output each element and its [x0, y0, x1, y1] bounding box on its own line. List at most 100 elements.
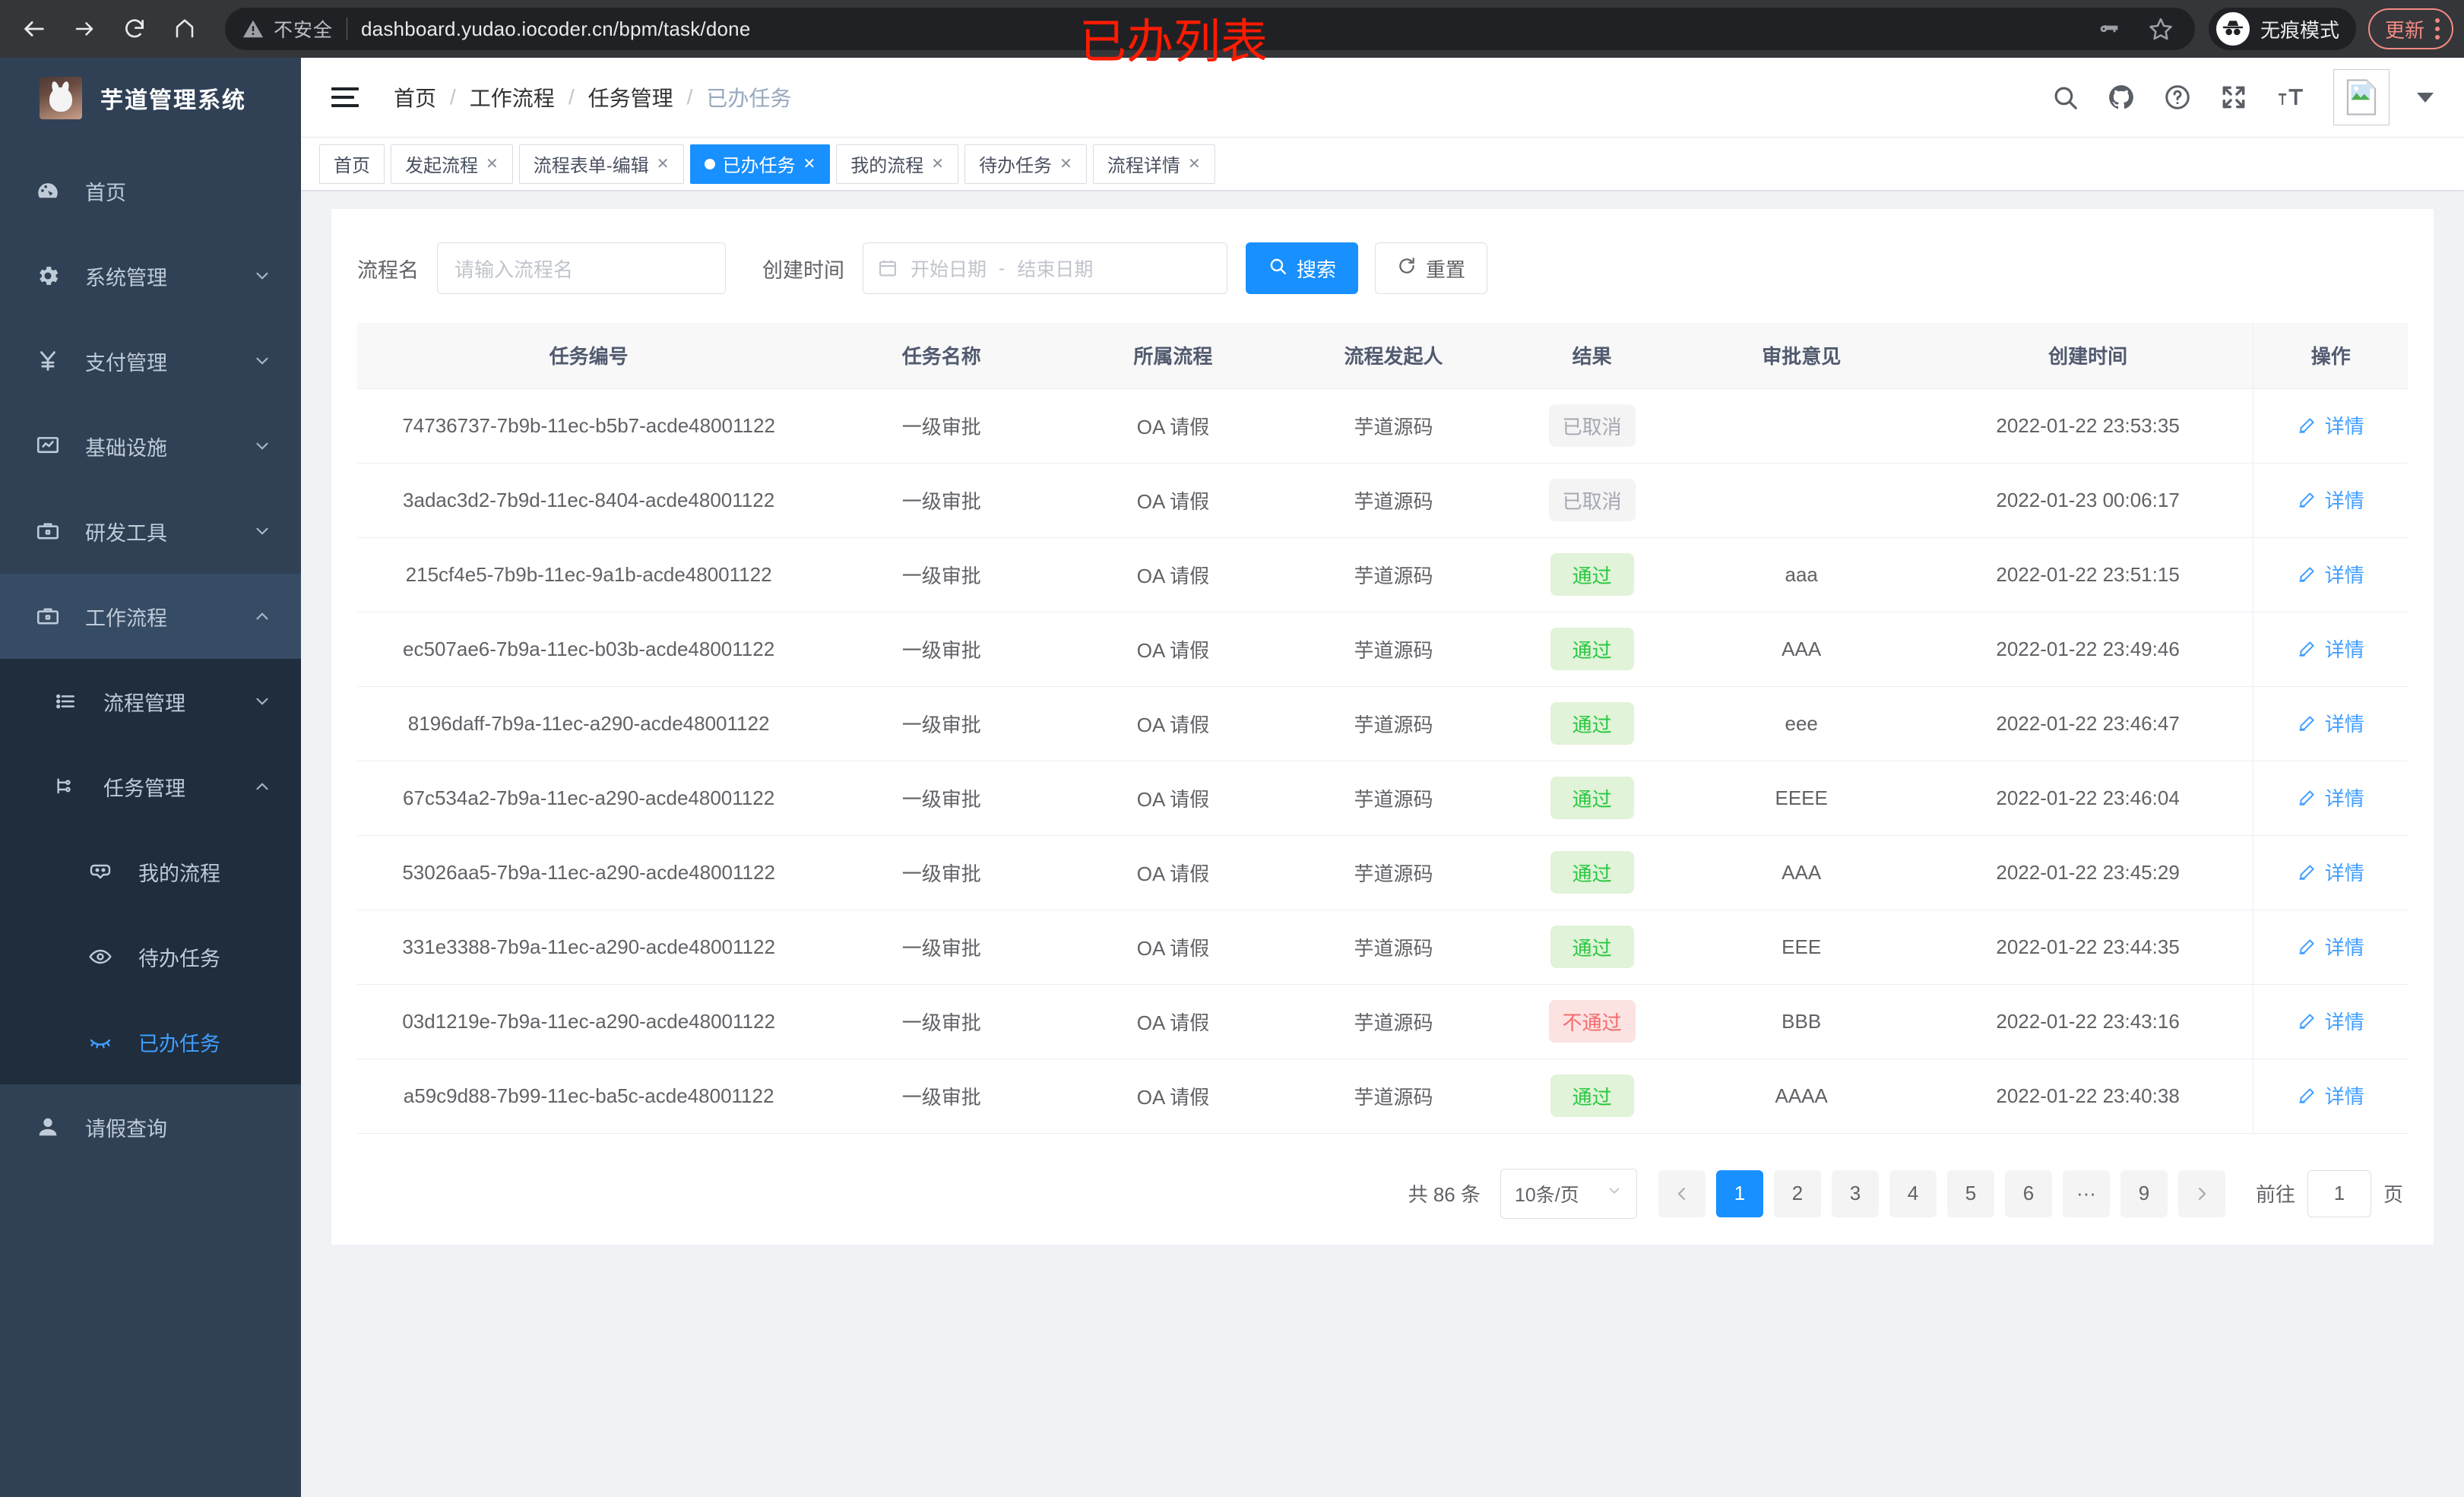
pagination-page-button[interactable]: 3: [1831, 1169, 1879, 1217]
sidebar-item-system[interactable]: 系统管理: [0, 233, 301, 318]
sidebar-item-devtools[interactable]: 研发工具: [0, 489, 301, 574]
chevron-down-icon[interactable]: [2417, 92, 2434, 103]
chevron-up-icon: [252, 777, 272, 796]
font-size-icon[interactable]: [2276, 82, 2306, 112]
pencil-icon: [2298, 638, 2317, 658]
update-button[interactable]: 更新: [2367, 8, 2453, 49]
tab-my-process[interactable]: 我的流程 ✕: [836, 144, 959, 184]
home-icon: [176, 19, 194, 38]
cell-result: 通过: [1503, 537, 1680, 612]
detail-link[interactable]: 详情: [2298, 709, 2364, 737]
tab-start-process[interactable]: 发起流程 ✕: [391, 144, 513, 184]
close-icon[interactable]: ✕: [803, 155, 816, 172]
detail-link[interactable]: 详情: [2298, 783, 2364, 812]
detail-link[interactable]: 详情: [2298, 932, 2364, 961]
column-header-action: 操作: [2253, 323, 2408, 389]
reload-button[interactable]: [111, 5, 158, 52]
sidebar-item-workflow[interactable]: 工作流程: [0, 574, 301, 659]
sidebar-item-infrastructure[interactable]: 基础设施: [0, 404, 301, 489]
pagination-page-button[interactable]: 5: [1946, 1169, 1994, 1217]
tab-process-detail[interactable]: 流程详情 ✕: [1092, 144, 1215, 184]
pagination-page-button[interactable]: 6: [2004, 1169, 2052, 1217]
jump-page-input[interactable]: 1: [2307, 1169, 2371, 1217]
incognito-indicator[interactable]: 无痕模式: [2208, 8, 2356, 50]
detail-link[interactable]: 详情: [2298, 1007, 2364, 1035]
github-icon[interactable]: [2107, 83, 2136, 112]
sidebar-item-task-management[interactable]: 任务管理: [0, 744, 301, 829]
pagination-ellipsis[interactable]: ···: [2062, 1169, 2110, 1217]
tab-process-form-edit[interactable]: 流程表单-编辑 ✕: [518, 144, 684, 184]
avatar[interactable]: [2333, 69, 2390, 125]
help-icon[interactable]: [2163, 83, 2192, 112]
sidebar-item-label: 首页: [85, 181, 126, 204]
detail-link-label: 详情: [2324, 786, 2364, 810]
detail-link[interactable]: 详情: [2298, 486, 2364, 514]
column-header-task-name: 任务名称: [820, 323, 1063, 389]
cell-task-id: 03d1219e-7b9a-11ec-a290-acde48001122: [357, 984, 821, 1059]
page-size-select[interactable]: 10条/页: [1500, 1168, 1637, 1219]
detail-link[interactable]: 详情: [2298, 635, 2364, 663]
forward-button[interactable]: [61, 5, 108, 52]
pagination-prev-button[interactable]: [1658, 1169, 1705, 1217]
password-key-icon[interactable]: [2096, 16, 2122, 42]
breadcrumb-item[interactable]: 任务管理: [587, 87, 673, 110]
table-row: 74736737-7b9b-11ec-b5b7-acde48001122 一级审批…: [357, 388, 2408, 464]
search-button[interactable]: 搜索: [1246, 242, 1359, 294]
breadcrumb-item[interactable]: 首页: [394, 87, 437, 110]
address-bar[interactable]: 不安全 dashboard.yudao.iocoder.cn/bpm/task/…: [225, 8, 2195, 50]
detail-link-label: 详情: [2324, 861, 2364, 885]
cell-task-name: 一级审批: [820, 761, 1063, 836]
sidebar-item-done-task[interactable]: 已办任务: [0, 999, 301, 1084]
sidebar-item-payment[interactable]: 支付管理: [0, 318, 301, 404]
chevron-down-icon: [252, 692, 272, 711]
sidebar-item-my-process[interactable]: 我的流程: [0, 829, 301, 914]
back-button[interactable]: [11, 5, 58, 52]
pagination-page-button[interactable]: 1: [1715, 1169, 1763, 1217]
detail-link[interactable]: 详情: [2298, 411, 2364, 439]
process-name-input[interactable]: 请输入流程名: [437, 242, 726, 294]
status-badge: 已取消: [1548, 479, 1636, 521]
detail-link[interactable]: 详情: [2298, 858, 2364, 886]
calendar-icon: [877, 258, 898, 279]
arrow-left-icon: [24, 21, 44, 36]
close-icon[interactable]: ✕: [1187, 155, 1201, 172]
sidebar-item-process-management[interactable]: 流程管理: [0, 659, 301, 744]
sidebar-toggle-icon[interactable]: [331, 81, 363, 113]
breadcrumb-item[interactable]: 工作流程: [469, 87, 555, 110]
create-time-range-picker[interactable]: 开始日期 - 结束日期: [863, 242, 1227, 294]
close-icon[interactable]: ✕: [486, 155, 499, 172]
sidebar-item-label: 研发工具: [85, 521, 167, 545]
detail-link[interactable]: 详情: [2298, 1081, 2364, 1109]
home-button[interactable]: [161, 5, 208, 52]
tab-todo-task[interactable]: 待办任务 ✕: [964, 144, 1087, 184]
fullscreen-icon[interactable]: [2219, 83, 2248, 112]
close-icon[interactable]: ✕: [656, 155, 670, 172]
cell-opinion: AAA: [1680, 835, 1923, 910]
tab-home[interactable]: 首页: [319, 144, 385, 184]
start-date-placeholder: 开始日期: [911, 259, 987, 280]
detail-link[interactable]: 详情: [2298, 560, 2364, 588]
sidebar-item-todo-task[interactable]: 待办任务: [0, 914, 301, 999]
chrome-menu-icon[interactable]: [2435, 18, 2440, 40]
search-button-label: 搜索: [1297, 258, 1337, 281]
pagination-next-button[interactable]: [2177, 1169, 2225, 1217]
column-header-result: 结果: [1503, 323, 1680, 389]
close-icon[interactable]: ✕: [1059, 155, 1072, 172]
pagination-page-button[interactable]: 9: [2120, 1169, 2168, 1217]
cell-task-name: 一级审批: [820, 984, 1063, 1059]
close-icon[interactable]: ✕: [931, 155, 945, 172]
pagination-page-button[interactable]: 2: [1773, 1169, 1821, 1217]
incognito-label: 无痕模式: [2260, 18, 2339, 42]
search-icon[interactable]: [2051, 83, 2079, 112]
page-content: 流程名 请输入流程名 创建时间 开始日期 - 结束日期: [301, 191, 2464, 1245]
tab-label: 流程表单-编辑: [533, 156, 649, 176]
sidebar-item-leave-query[interactable]: 请假查询: [0, 1084, 301, 1169]
sidebar-item-home[interactable]: 首页: [0, 148, 301, 233]
table-row: 67c534a2-7b9a-11ec-a290-acde48001122 一级审批…: [357, 761, 2408, 836]
pagination-page-button[interactable]: 4: [1889, 1169, 1937, 1217]
tab-done-task[interactable]: 已办任务 ✕: [689, 144, 831, 184]
brand[interactable]: 芋道管理系统: [0, 58, 301, 138]
bookmark-star-icon[interactable]: [2148, 16, 2174, 42]
reset-button[interactable]: 重置: [1375, 242, 1488, 294]
cell-initiator: 芋道源码: [1283, 388, 1504, 464]
